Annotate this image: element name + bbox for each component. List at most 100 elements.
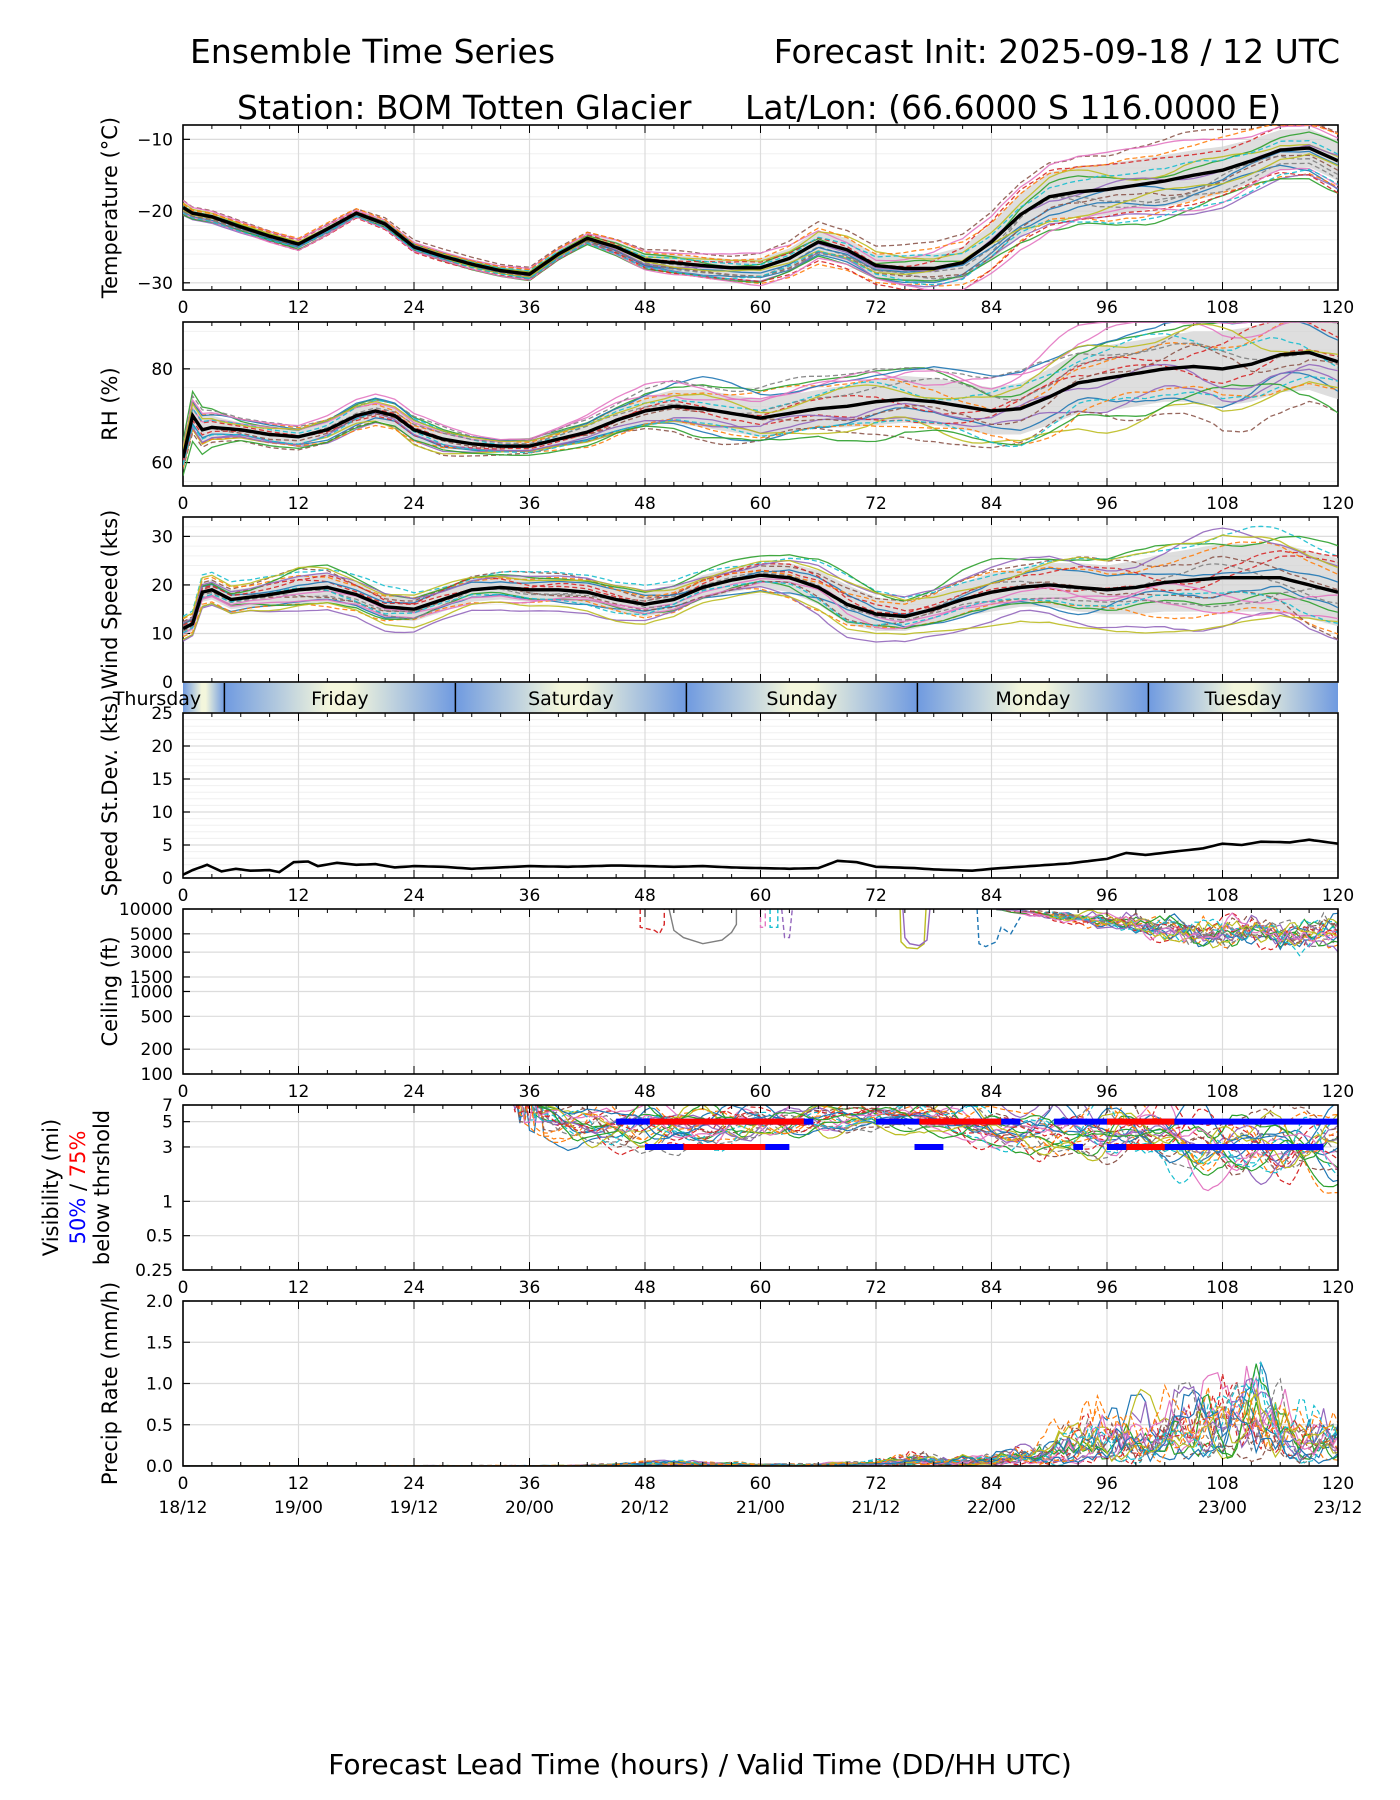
day-label: Thursday	[112, 688, 201, 710]
ceiling-x-tick-label: 72	[865, 1082, 887, 1102]
rh-member-line	[183, 344, 1338, 457]
legend-sep: /	[66, 1177, 90, 1197]
latlon-label: Lat/Lon: (66.6000 S 116.0000 E)	[745, 88, 1282, 127]
temperature-spread-band	[183, 128, 1338, 283]
rh-mean-line	[183, 350, 1338, 459]
temperature-member-line	[183, 168, 1338, 286]
rh-member-line	[183, 383, 1338, 476]
visibility-y-tick-label: 1	[162, 1192, 173, 1212]
precip-panel: 0.0 0.5 1.0 1.5 2.0 0 12 24 36 48 60 72 84 96 108 120 Pr…	[98, 1282, 1363, 1518]
ceiling-x-tick-label: 96	[1096, 1082, 1118, 1102]
temperature-x-tick-label: 0	[178, 298, 189, 318]
ceiling-x-tick-label: 108	[1206, 1082, 1238, 1102]
wind-member-line	[183, 567, 1338, 625]
speed_stdev-y-tick-label: 5	[162, 836, 173, 856]
speed_stdev-x-tick-label: 108	[1206, 886, 1238, 906]
day-label: Tuesday	[1204, 688, 1282, 710]
ceiling-member-line	[1005, 910, 1338, 946]
temperature-y-tick-label: −20	[137, 202, 173, 222]
rh-x-tick-label: 24	[403, 494, 425, 514]
ceiling-y-tick-label: 1000	[130, 983, 173, 1003]
speed_stdev-x-tick-label: 96	[1096, 886, 1118, 906]
wind-y-tick-label: 0	[162, 673, 173, 693]
speed_stdev-x-tick-label: 0	[178, 886, 189, 906]
wind-member-line	[183, 578, 1338, 635]
visibility-x-tick-label: 36	[519, 1278, 541, 1298]
ceiling-y-axis-label: Ceiling (ft)	[98, 936, 122, 1046]
visibility-x-tick-label: 12	[288, 1278, 310, 1298]
visibility-member-line	[544, 1105, 1338, 1169]
visibility-threshold-legend: 50% / 75%	[66, 1131, 90, 1245]
valid-time-label: 21/12	[852, 1498, 901, 1518]
temperature-x-tick-label: 108	[1206, 298, 1238, 318]
visibility-member-line	[521, 1105, 1338, 1167]
day-label: Friday	[311, 688, 369, 710]
temperature-x-tick-label: 60	[750, 298, 772, 318]
valid-time-label: 23/12	[1314, 1498, 1363, 1518]
ceiling-member-line	[1015, 911, 1338, 944]
rh-x-tick-label: 96	[1096, 494, 1118, 514]
day-label: Saturday	[528, 688, 614, 710]
wind-member-line	[183, 580, 1338, 634]
legend-50pct: 50%	[66, 1198, 90, 1245]
wind-member-line	[183, 588, 1338, 638]
ceiling-member-line	[1049, 914, 1338, 942]
title-left: Ensemble Time Series	[190, 32, 556, 71]
wind-member-line	[183, 573, 1338, 632]
visibility-member-line	[521, 1105, 1338, 1172]
ceiling-member-line	[976, 909, 1022, 948]
day-label: Sunday	[766, 688, 837, 710]
x-axis-label: Forecast Lead Time (hours) / Valid Time …	[328, 1748, 1072, 1781]
legend-75pct: 75%	[66, 1131, 90, 1178]
temperature-member-line	[183, 125, 1338, 270]
precip-x-tick-label: 96	[1096, 1474, 1118, 1494]
speed_stdev-y-tick-label: 10	[151, 803, 173, 823]
wind-member-line	[183, 550, 1338, 626]
ceiling-x-tick-label: 120	[1322, 1082, 1354, 1102]
rh-series-group	[183, 322, 1338, 476]
precip-x-tick-label: 120	[1322, 1474, 1354, 1494]
wind-member-line	[183, 585, 1338, 641]
temperature-x-tick-label: 84	[981, 298, 1003, 318]
temperature-x-tick-label: 48	[634, 298, 656, 318]
temperature-member-line	[183, 125, 1338, 271]
precip-y-tick-label: 1.0	[146, 1375, 173, 1395]
speed_stdev-y-axis-label: Speed St.Dev. (kts)	[98, 695, 122, 897]
precip-x-tick-label: 60	[750, 1474, 772, 1494]
rh-x-tick-label: 108	[1206, 494, 1238, 514]
day-band-segment	[917, 683, 1149, 712]
temperature-y-tick-label: −10	[137, 130, 173, 150]
ceiling-y-tick-label: 500	[141, 1007, 173, 1027]
day-band-segment	[686, 683, 918, 712]
temperature-x-tick-label: 120	[1322, 298, 1354, 318]
temperature-y-axis-label: Temperature (°C)	[98, 117, 122, 299]
ceiling-x-tick-label: 48	[634, 1082, 656, 1102]
wind-member-line	[183, 534, 1338, 619]
rh-x-tick-label: 12	[288, 494, 310, 514]
wind-y-tick-label: 30	[151, 527, 173, 547]
rh-member-line	[183, 322, 1338, 454]
temperature-x-tick-label: 24	[403, 298, 425, 318]
ceiling-member-line	[902, 909, 931, 947]
precip-y-axis-label: Precip Rate (mm/h)	[98, 1282, 122, 1485]
valid-time-label: 19/00	[274, 1498, 323, 1518]
temperature-member-line	[183, 171, 1338, 290]
speed_stdev-y-tick-label: 25	[151, 704, 173, 724]
wind-series-group	[183, 525, 1338, 643]
rh-member-line	[183, 375, 1338, 466]
rh-x-tick-label: 48	[634, 494, 656, 514]
temperature-member-line	[183, 177, 1338, 283]
day-band-segment	[455, 683, 687, 712]
visibility-x-tick-label: 108	[1206, 1278, 1238, 1298]
speed_stdev-y-tick-label: 0	[162, 869, 173, 889]
rh-spread-band	[183, 322, 1338, 468]
wind-y-tick-label: 10	[151, 624, 173, 644]
temperature-member-line	[183, 139, 1338, 272]
visibility-y-tick-label: 0.25	[135, 1261, 173, 1281]
title-right: Forecast Init: 2025-09-18 / 12 UTC	[773, 32, 1340, 71]
speed_stdev-x-tick-label: 36	[519, 886, 541, 906]
day-band: Thursday Friday Saturday Sunday Monday Tuesda…	[112, 683, 1338, 712]
rh-member-line	[183, 349, 1338, 462]
wind-member-line	[183, 527, 1338, 624]
